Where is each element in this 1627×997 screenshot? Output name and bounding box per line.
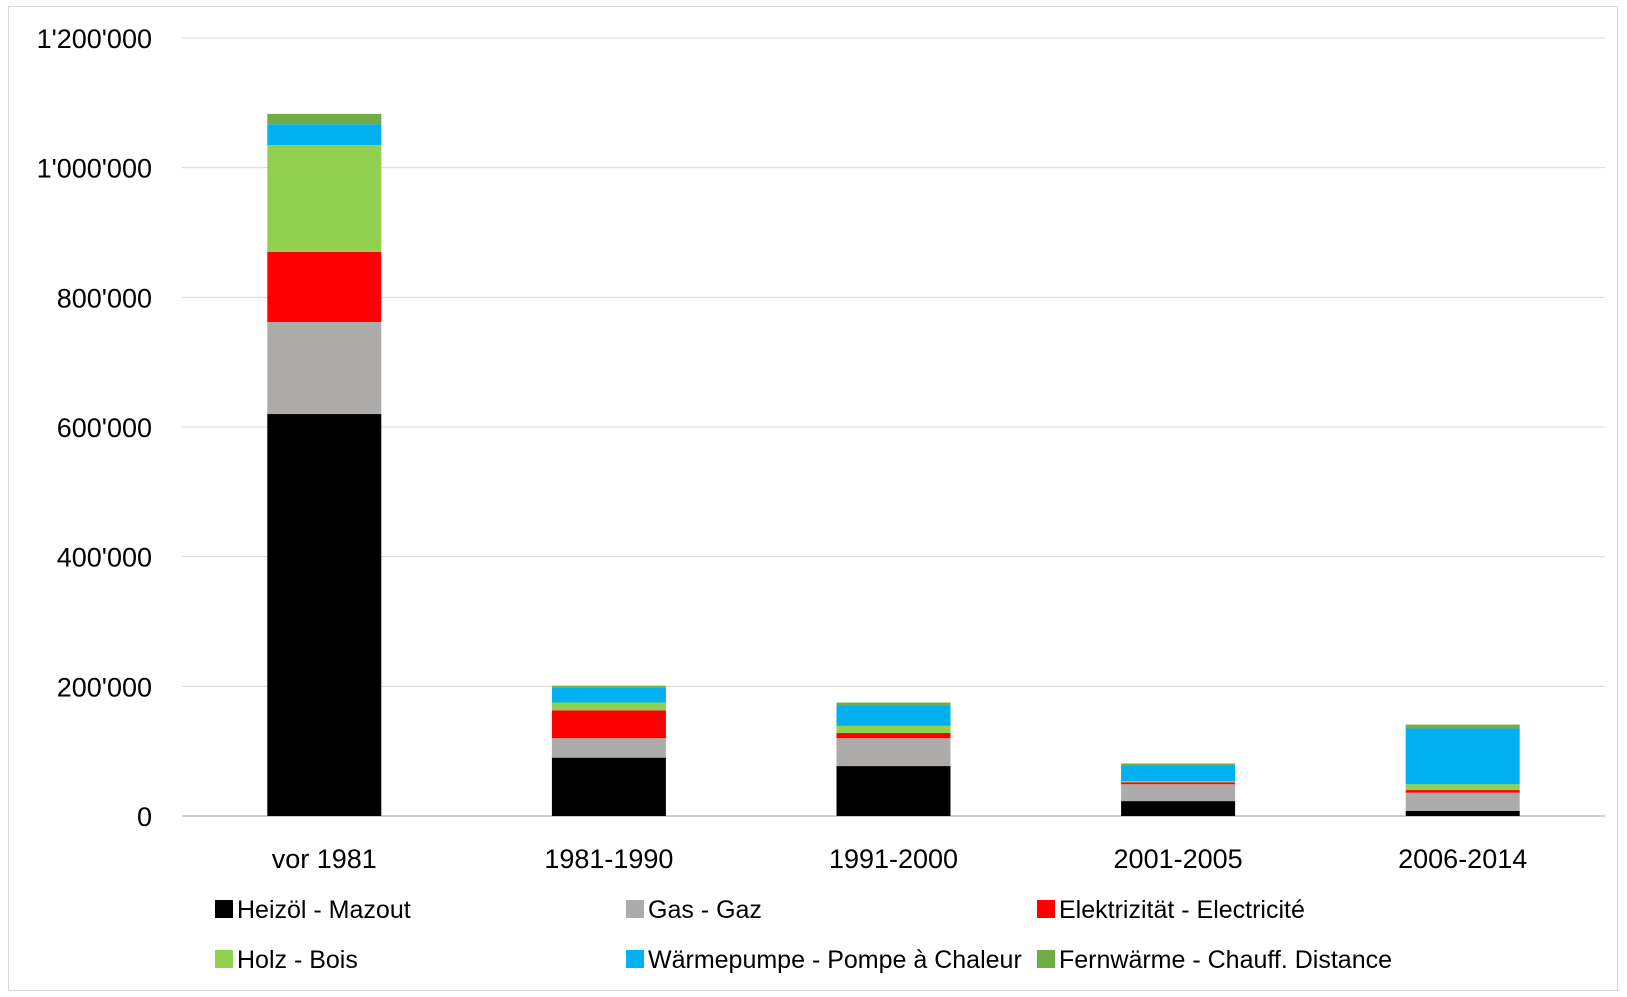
y-tick-label: 1'000'000 xyxy=(37,154,152,184)
bar-segment xyxy=(1405,810,1520,816)
y-axis-tick-labels: 0 200'000 400'000 600'000 800'000 1'000'000 1'… xyxy=(37,24,152,832)
legend-label: Holz - Bois xyxy=(237,946,358,974)
bar-segment xyxy=(1121,780,1236,783)
y-tick-label: 1'200'000 xyxy=(37,24,152,54)
bar-segment xyxy=(836,705,951,726)
bar-segment xyxy=(1405,728,1520,785)
x-axis-category-labels: vor 1981 1981-1990 1991-2000 2001-2005 2006-… xyxy=(272,844,1528,874)
bar-segment xyxy=(551,702,666,711)
bar-segment xyxy=(267,113,382,125)
bar-segment xyxy=(267,414,382,816)
bar-segment xyxy=(551,687,666,703)
bar-segment xyxy=(267,124,382,145)
bar-segment xyxy=(267,321,382,415)
legend-label: Heizöl - Mazout xyxy=(237,896,411,924)
bar-segment xyxy=(551,757,666,816)
legend-label: Gas - Gaz xyxy=(648,896,762,924)
bar-segment xyxy=(1405,790,1520,793)
bar-segment xyxy=(1121,765,1236,781)
bar-segment xyxy=(836,725,951,734)
legend-label: Elektrizität - Electricité xyxy=(1059,896,1305,924)
bar-segment xyxy=(551,710,666,739)
x-tick-label: 2006-2014 xyxy=(1398,844,1527,874)
x-tick-label: 2001-2005 xyxy=(1114,844,1243,874)
legend-label: Fernwärme - Chauff. Distance xyxy=(1059,946,1392,974)
bar-segment xyxy=(1405,792,1520,811)
bar-segment xyxy=(1405,784,1520,791)
bar-segment xyxy=(836,702,951,706)
y-tick-label: 800'000 xyxy=(57,283,152,313)
bar-segment xyxy=(1121,801,1236,816)
y-tick-label: 200'000 xyxy=(57,672,152,702)
gridlines xyxy=(182,37,1605,817)
y-tick-label: 400'000 xyxy=(57,543,152,573)
legend: Heizöl - Mazout Gas - Gaz Elektrizität - E… xyxy=(215,896,1392,974)
bar-segment xyxy=(836,766,951,816)
legend-swatch xyxy=(215,900,233,918)
y-tick-label: 600'000 xyxy=(57,413,152,443)
chart-frame xyxy=(8,6,1618,991)
x-tick-label: vor 1981 xyxy=(272,844,377,874)
bar-segment xyxy=(1405,724,1520,729)
bar-segment xyxy=(551,738,666,758)
legend-swatch xyxy=(626,900,644,918)
bar-segment xyxy=(1121,784,1236,802)
legend-swatch xyxy=(1037,900,1055,918)
bar-segment xyxy=(836,738,951,767)
bar-segment xyxy=(1121,763,1236,766)
x-tick-label: 1991-2000 xyxy=(829,844,958,874)
legend-swatch xyxy=(215,950,233,968)
bars xyxy=(267,113,1520,816)
legend-label: Wärmepumpe - Pompe à Chaleur xyxy=(648,946,1022,974)
legend-swatch xyxy=(626,950,644,968)
y-tick-label: 0 xyxy=(137,802,152,832)
bar-segment xyxy=(267,251,382,322)
bar-segment xyxy=(836,733,951,739)
bar-segment xyxy=(1121,782,1236,785)
bar-segment xyxy=(551,685,666,688)
legend-swatch xyxy=(1037,950,1055,968)
x-tick-label: 1981-1990 xyxy=(544,844,673,874)
bar-segment xyxy=(267,144,382,252)
